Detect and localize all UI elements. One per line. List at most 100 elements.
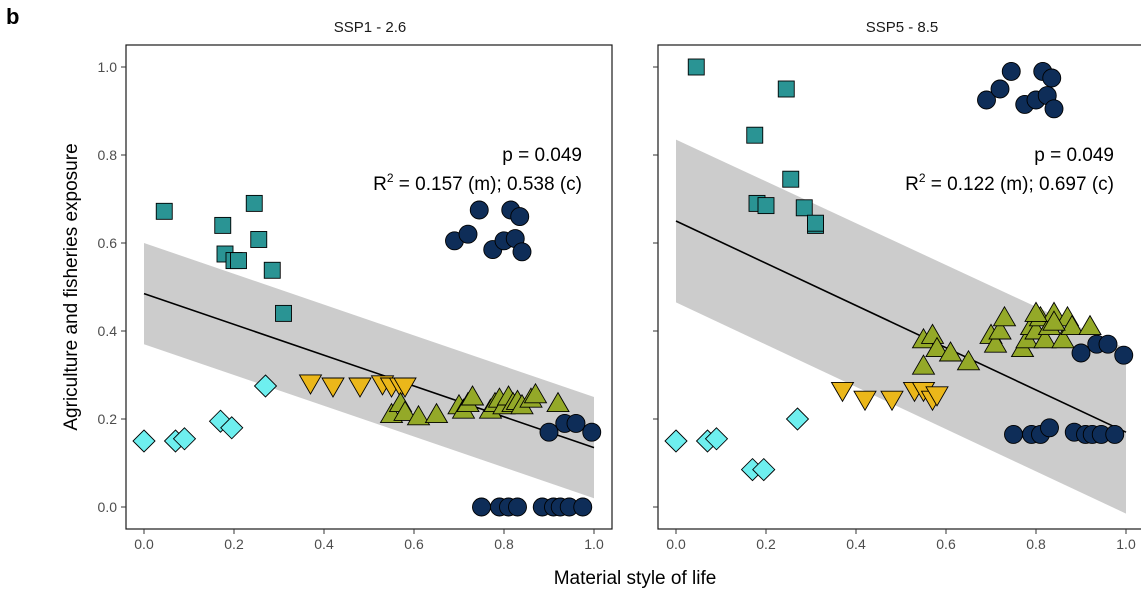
circle-point xyxy=(977,90,996,110)
y-tick-label: 0.4 xyxy=(98,323,118,339)
panel-label: b xyxy=(6,4,19,29)
diamond-point xyxy=(132,429,156,453)
circle-point xyxy=(582,422,602,442)
circle-point xyxy=(510,207,530,227)
x-tick-label: 0.8 xyxy=(1026,536,1046,552)
triangle-up-point xyxy=(988,319,1012,340)
y-tick-label: 0.6 xyxy=(98,235,118,251)
square-point xyxy=(746,126,764,144)
triangle-up-point xyxy=(938,341,963,362)
triangle-down-point xyxy=(348,377,372,398)
triangle-down-point xyxy=(853,390,877,412)
r2-values: = 0.157 (m); 0.538 (c) xyxy=(394,174,583,195)
circle-point xyxy=(566,413,586,433)
y-tick-label: 0.8 xyxy=(98,147,118,163)
triangle-up-point xyxy=(1051,327,1075,349)
circle-point xyxy=(1071,343,1091,363)
circle-point xyxy=(508,497,527,517)
x-tick-label: 0.6 xyxy=(404,536,424,552)
circle-point xyxy=(1098,334,1118,354)
circle-point xyxy=(472,497,491,517)
circle-point xyxy=(539,422,559,442)
square-point xyxy=(807,214,824,232)
diamond-point xyxy=(664,429,688,453)
square-point xyxy=(230,252,247,270)
x-tick-label: 0.0 xyxy=(666,536,686,552)
triangle-up-point xyxy=(424,402,449,424)
square-point xyxy=(795,199,813,217)
square-point xyxy=(214,216,232,234)
triangle-up-point xyxy=(1060,314,1084,336)
circle-point xyxy=(469,200,489,220)
square-point xyxy=(777,80,795,98)
x-tick-label: 0.4 xyxy=(846,536,866,552)
regression-line xyxy=(675,220,1127,433)
square-point xyxy=(245,194,263,212)
x-tick-label: 0.4 xyxy=(314,536,334,552)
facet-title-ssp5: SSP5 - 8.5 xyxy=(866,19,939,36)
triangle-down-point xyxy=(321,377,345,398)
r2-annotation: R2 = 0.122 (m); 0.697 (c) xyxy=(905,171,1114,195)
square-point xyxy=(782,170,800,188)
facet-panel-ssp1: SSP1 - 2.6 0.0 0.2 0.4 0.6 0.8 1.0 0.0 0.2 0.4 0… xyxy=(98,19,613,552)
circle-point xyxy=(1001,61,1021,81)
circle-point xyxy=(512,242,532,262)
y-tick-label: 1.0 xyxy=(98,59,118,75)
triangle-down-point xyxy=(393,377,417,398)
circle-point xyxy=(1114,345,1134,365)
triangle-down-point xyxy=(830,381,855,403)
r2-superscript: 2 xyxy=(919,171,926,185)
square-point xyxy=(757,197,775,215)
square-point xyxy=(687,58,705,76)
circle-point xyxy=(1044,99,1064,119)
diamond-point xyxy=(752,457,776,482)
triangle-up-point xyxy=(393,400,417,421)
triangle-up-point xyxy=(460,385,485,406)
p-value-annotation: p = 0.049 xyxy=(502,145,582,166)
triangle-up-point xyxy=(406,404,431,426)
facet-title-ssp1: SSP1 - 2.6 xyxy=(334,19,407,36)
triangle-up-point xyxy=(911,354,936,375)
triangle-down-point xyxy=(925,386,949,407)
circle-point xyxy=(458,224,478,244)
r2-annotation: R2 = 0.157 (m); 0.538 (c) xyxy=(373,171,582,195)
triangle-down-point xyxy=(298,374,323,395)
x-tick-label: 0.2 xyxy=(756,536,776,552)
diamond-point xyxy=(253,374,278,398)
triangle-up-point xyxy=(1033,327,1057,349)
diamond-point xyxy=(704,427,729,451)
triangle-down-point xyxy=(880,390,904,412)
x-tick-label: 0.2 xyxy=(224,536,244,552)
triangle-up-point xyxy=(925,336,949,358)
square-point xyxy=(275,304,292,322)
diamond-point xyxy=(220,416,244,440)
triangle-up-point xyxy=(992,305,1017,327)
circle-point xyxy=(1004,424,1023,444)
y-tick-label: 0.0 xyxy=(98,499,118,515)
triangle-up-point xyxy=(546,391,570,413)
triangle-up-point xyxy=(1042,310,1066,331)
triangle-up-point xyxy=(956,349,981,371)
triangle-up-point xyxy=(983,332,1008,353)
circle-point xyxy=(1042,68,1062,88)
circle-point xyxy=(1040,418,1059,438)
facet-panel-ssp5: SSP5 - 8.5 0.0 0.2 0.4 0.6 0.8 1.0 p = 0.049 … xyxy=(653,19,1141,552)
x-axis-title: Material style of life xyxy=(554,568,717,589)
x-tick-label: 1.0 xyxy=(1116,536,1136,552)
square-point xyxy=(155,202,173,220)
circle-point xyxy=(573,497,593,517)
diamond-point xyxy=(172,427,197,451)
r2-superscript: 2 xyxy=(387,171,394,185)
x-tick-label: 0.0 xyxy=(134,536,154,552)
panel-border xyxy=(125,44,613,530)
circle-point xyxy=(1105,424,1125,444)
x-tick-label: 0.6 xyxy=(936,536,956,552)
y-tick-label: 0.2 xyxy=(98,411,118,427)
r2-prefix: R xyxy=(905,174,919,195)
x-tick-label: 0.8 xyxy=(494,536,514,552)
r2-values: = 0.122 (m); 0.697 (c) xyxy=(926,174,1115,195)
triangle-up-point xyxy=(1024,301,1048,322)
diamond-point xyxy=(785,407,810,431)
panel-border xyxy=(657,44,1141,530)
